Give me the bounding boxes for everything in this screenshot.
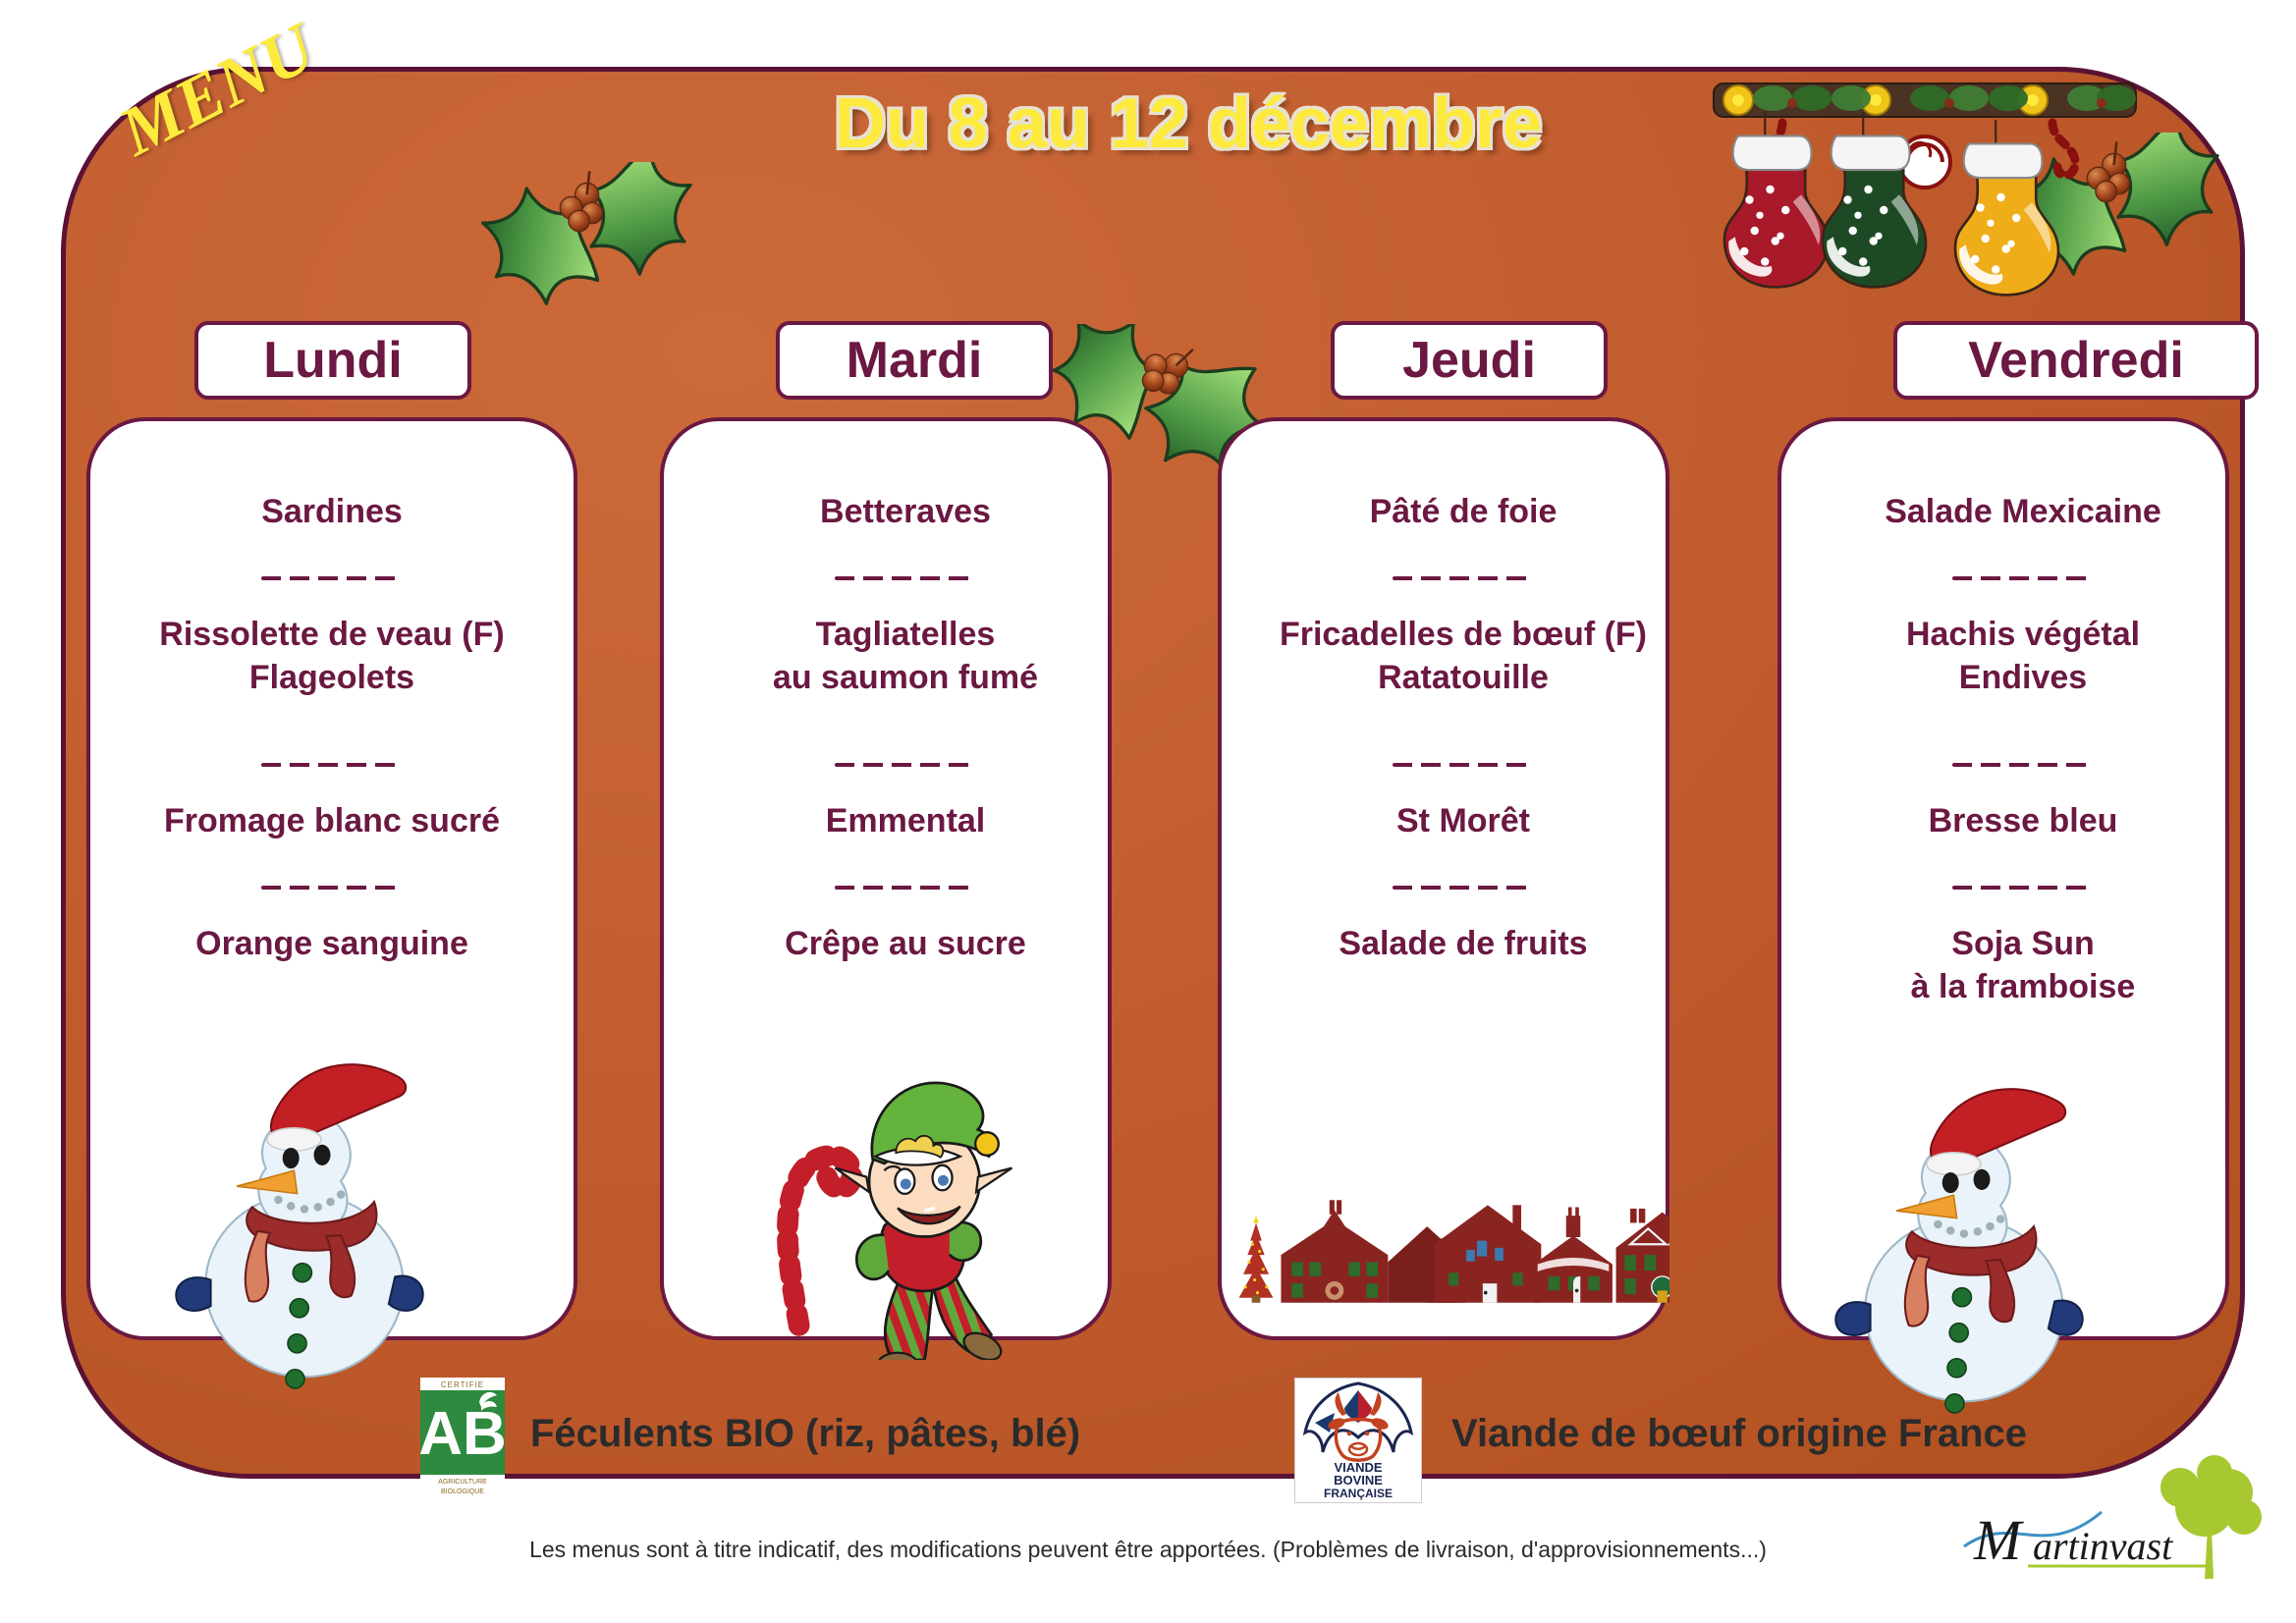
svg-text:BOVINE: BOVINE <box>1334 1473 1383 1488</box>
svg-text:BIOLOGIQUE: BIOLOGIQUE <box>441 1488 484 1495</box>
svg-text:artinvast: artinvast <box>2033 1524 2173 1568</box>
svg-text:CERTIFIE: CERTIFIE <box>441 1380 484 1389</box>
svg-text:FRANÇAISE: FRANÇAISE <box>1324 1487 1393 1500</box>
svg-text:AGRICULTURE: AGRICULTURE <box>438 1479 487 1486</box>
svg-text:AB: AB <box>420 1400 505 1468</box>
svg-text:M: M <box>1973 1508 2024 1572</box>
